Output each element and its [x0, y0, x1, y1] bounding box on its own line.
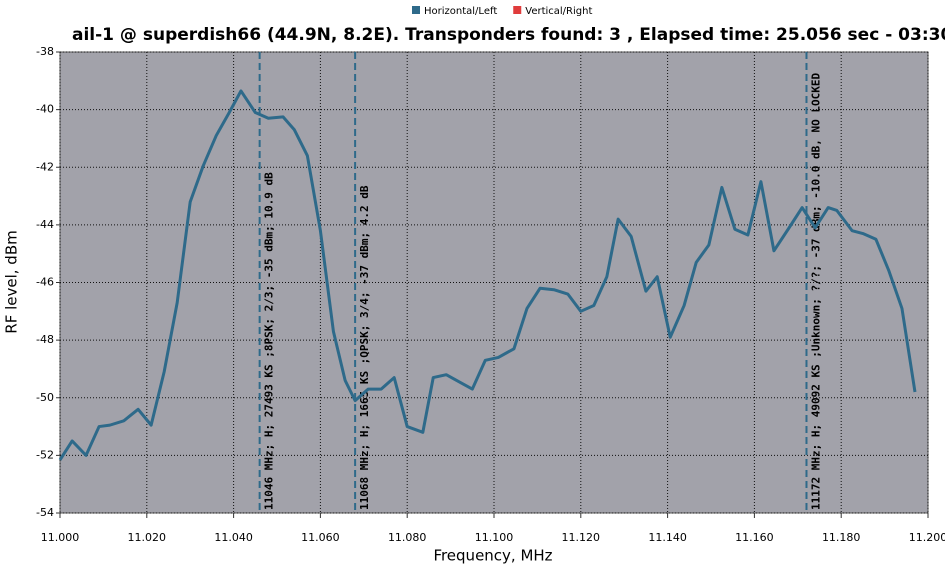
x-tick-label: 11.180	[822, 531, 861, 544]
x-tick-label: 11.060	[301, 531, 340, 544]
y-tick-label: -44	[36, 218, 54, 231]
x-tick-label: 11.040	[214, 531, 253, 544]
x-tick-label: 11.120	[562, 531, 601, 544]
chart-title: ail-1 @ superdish66 (44.9N, 8.2E). Trans…	[72, 25, 945, 45]
transponder-label: 11172 MHz; H; 49092 KS ;Unknown; ?/?; -3…	[809, 73, 822, 510]
x-tick-label: 11.080	[388, 531, 427, 544]
x-tick-label: 11.200	[909, 531, 945, 544]
x-tick-label: 11.100	[475, 531, 514, 544]
legend-label: Horizontal/Left	[424, 6, 497, 17]
x-axis-label: Frequency, MHz	[433, 547, 552, 565]
series-line	[58, 89, 917, 461]
x-tick-label: 11.140	[648, 531, 687, 544]
y-tick-label: -52	[36, 448, 54, 461]
transponder-label: 11068 MHz; H; 1665 KS ;QPSK; 3/4; -37 dB…	[358, 185, 371, 510]
y-tick-label: -38	[36, 45, 54, 58]
y-tick-label: -46	[36, 276, 54, 289]
y-axis-label: RF level, dBm	[3, 230, 21, 333]
legend-swatch	[513, 6, 522, 14]
y-tick-label: -54	[36, 506, 54, 519]
y-tick-label: -48	[36, 333, 54, 346]
y-tick-label: -50	[36, 391, 54, 404]
legend-swatch	[412, 6, 420, 14]
legend-label: Vertical/Right	[525, 6, 592, 17]
y-tick-label: -42	[36, 160, 54, 173]
x-tick-label: 11.020	[128, 531, 167, 544]
transponder-label: 11046 MHz; H; 27493 KS ;8PSK; 2/3; -35 d…	[263, 172, 276, 510]
x-tick-label: 11.160	[735, 531, 774, 544]
y-tick-label: -40	[36, 103, 54, 116]
x-tick-label: 11.000	[41, 531, 80, 544]
